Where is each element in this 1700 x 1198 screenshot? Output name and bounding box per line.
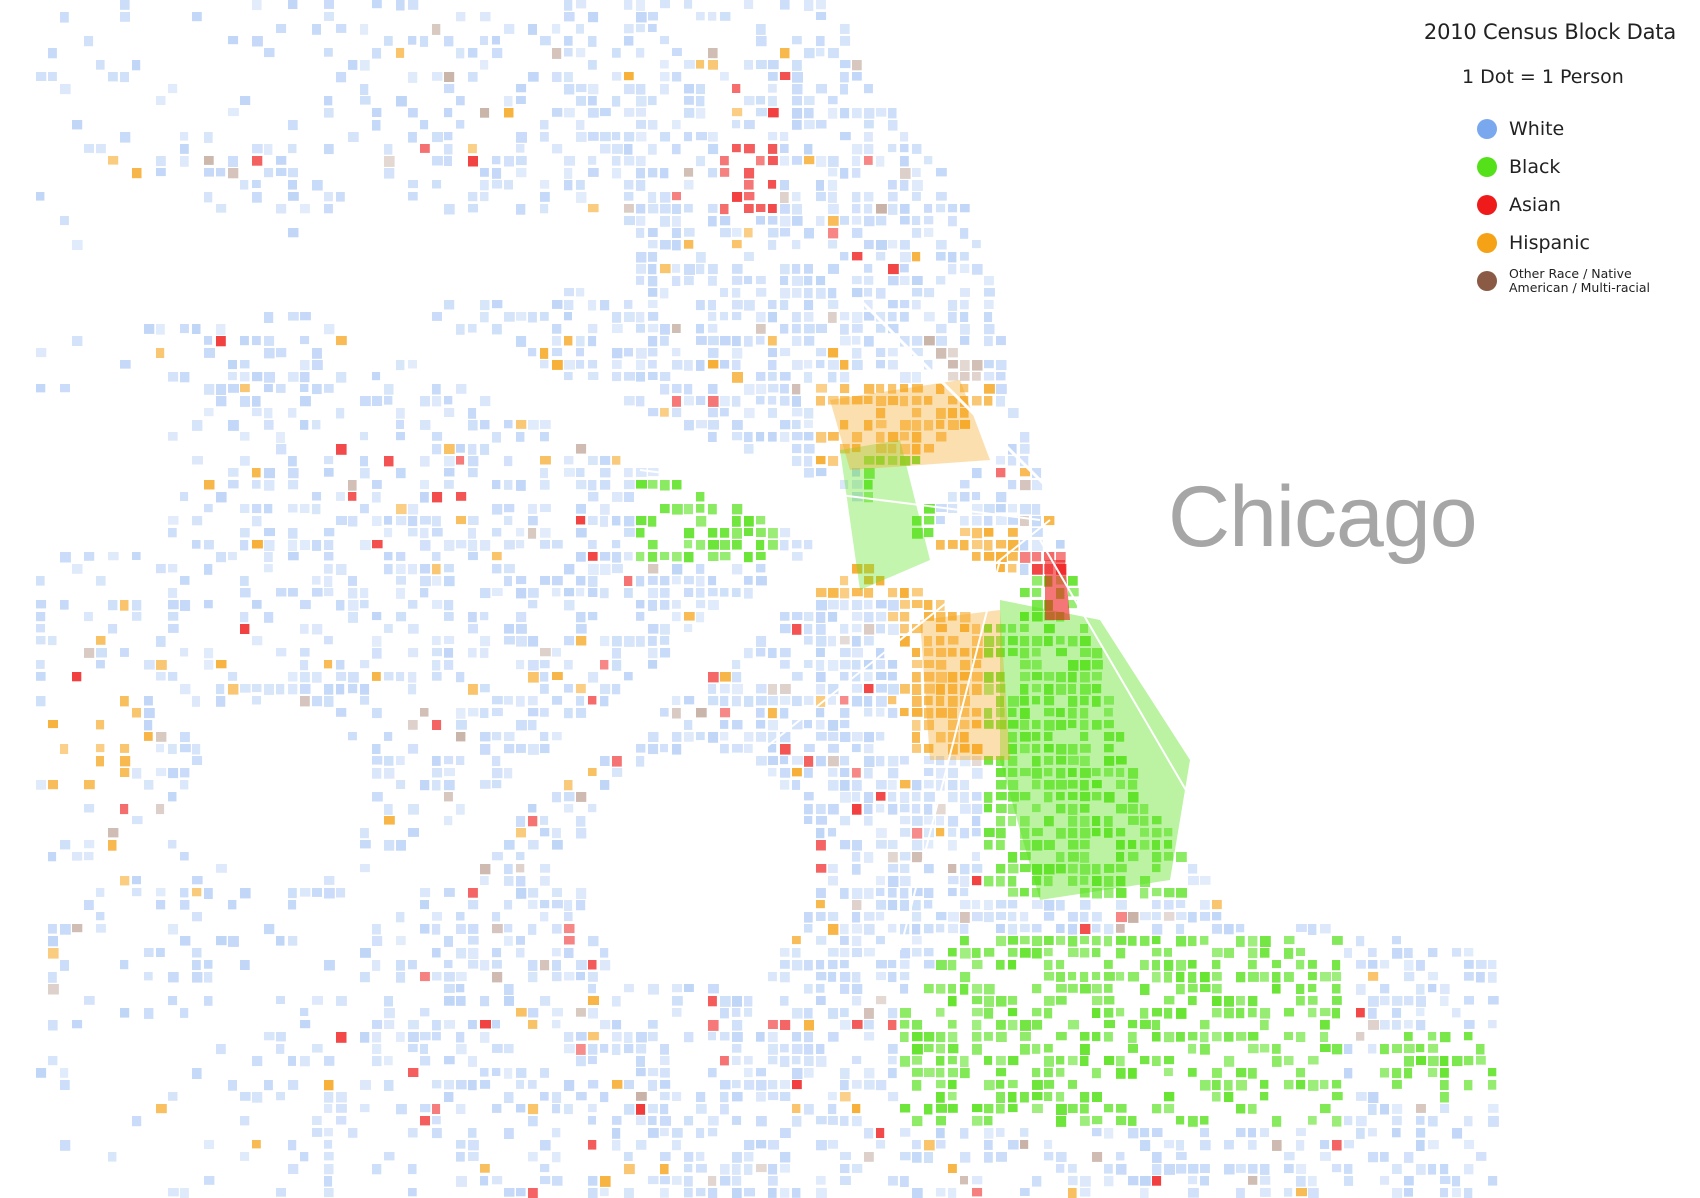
legend-item-other: Other Race / Native American / Multi-rac… bbox=[1477, 262, 1682, 300]
legend-label-other: Other Race / Native American / Multi-rac… bbox=[1509, 266, 1650, 295]
legend-item-white: White bbox=[1477, 110, 1682, 148]
legend-items: White Black Asian Hispanic Other Race / … bbox=[1382, 110, 1682, 300]
other-swatch-icon bbox=[1477, 271, 1497, 291]
legend-label-white: White bbox=[1509, 118, 1565, 140]
legend-title: 2010 Census Block Data bbox=[1423, 20, 1676, 44]
asian-swatch-icon bbox=[1477, 195, 1497, 215]
legend-label-hispanic: Hispanic bbox=[1509, 232, 1590, 254]
legend-item-asian: Asian bbox=[1477, 186, 1682, 224]
legend-item-hispanic: Hispanic bbox=[1477, 224, 1682, 262]
black-swatch-icon bbox=[1477, 157, 1497, 177]
legend-item-black: Black bbox=[1477, 148, 1682, 186]
map-legend: 2010 Census Block Data 1 Dot = 1 Person … bbox=[1382, 14, 1682, 300]
legend-label-black: Black bbox=[1509, 156, 1561, 178]
legend-subtitle: 1 Dot = 1 Person bbox=[1462, 66, 1624, 88]
white-swatch-icon bbox=[1477, 119, 1497, 139]
city-label: Chicago bbox=[1168, 469, 1478, 565]
hispanic-swatch-icon bbox=[1477, 233, 1497, 253]
legend-label-asian: Asian bbox=[1509, 194, 1561, 216]
